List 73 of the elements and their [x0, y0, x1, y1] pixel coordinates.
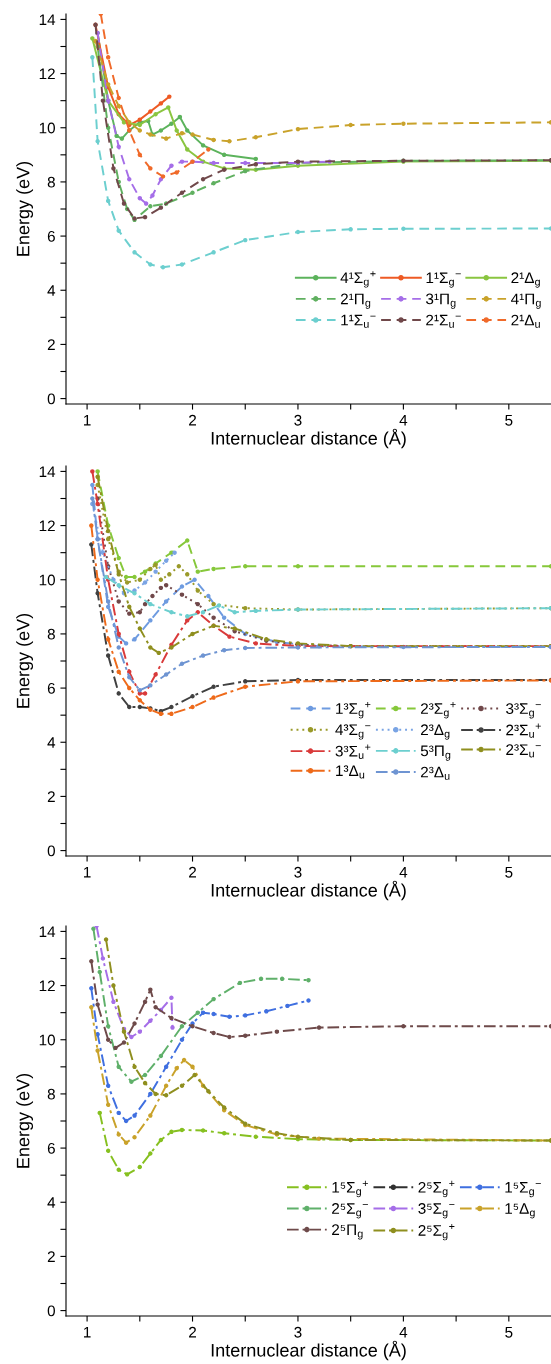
legend-label: 4¹Σ$_{g}$$^{+}$ [340, 271, 376, 288]
x-tick-label: 5 [505, 1326, 513, 1338]
y-tick-label: 6 [47, 682, 55, 694]
legend-label: 4¹Π$_{g}$ [511, 293, 541, 309]
y-tick-label: 0 [47, 845, 55, 857]
x-tick-label: 3 [294, 866, 302, 878]
y-axis-title: Energy (eV) [16, 161, 34, 256]
legend-label: 1⁵Δ$_{g}$ [505, 1203, 535, 1219]
y-tick-label: 4 [47, 737, 56, 748]
legend-label: 4³Σ$_{g}$$^{−}$ [335, 724, 371, 740]
x-tick-label: 2 [189, 866, 196, 878]
y-tick-label: 6 [47, 1142, 55, 1154]
legend-label: 1³Σ$_{g}$$^{+}$ [336, 701, 371, 719]
y-tick-label: 14 [39, 926, 56, 937]
legend-label: 1⁵Σ$_{g}$$^{−}$ [505, 1182, 541, 1198]
x-tick-label: 5 [505, 866, 513, 878]
y-tick-label: 10 [39, 1034, 55, 1046]
legend-label: 2³Δ$_{g}$ [420, 724, 450, 740]
x-tick-label: 4 [399, 414, 408, 426]
x-axis-title: Internuclear distance (Å) [211, 428, 406, 449]
x-tick-label: 1 [84, 866, 91, 878]
x-tick-label: 1 [84, 1326, 91, 1338]
legend-label: 2¹Δ$_{u}$ [511, 314, 540, 328]
legend-label: 3³Σ$_{u}$$^{+}$ [335, 744, 371, 759]
legend-label: 2³Σ$_{u}$$^{−}$ [506, 744, 541, 758]
y-tick-label: 2 [47, 791, 55, 802]
x-tick-label: 4 [399, 866, 408, 878]
legend-label: 3³Σ$_{g}$$^{−}$ [506, 703, 541, 719]
legend-label: 3⁵Σ$_{g}$$^{−}$ [418, 1203, 455, 1219]
legend-label: 2³Σ$_{g}$$^{+}$ [420, 701, 456, 719]
legend-label: 1⁵Σ$_{g}$$^{+}$ [332, 1180, 368, 1198]
y-axis-title: Energy (eV) [16, 613, 34, 708]
x-tick-label: 2 [189, 1326, 196, 1338]
legend-label: 1¹Σ$_{g}$$^{−}$ [426, 272, 461, 288]
y-tick-label: 8 [47, 1088, 55, 1100]
y-tick-label: 12 [39, 520, 55, 532]
legend-label: 2⁵Σ$_{g}$$^{+}$ [418, 1180, 455, 1198]
y-tick-label: 12 [39, 68, 55, 80]
x-axis-title: Internuclear distance (Å) [211, 880, 406, 901]
x-tick-label: 4 [399, 1326, 408, 1338]
y-tick-label: 2 [47, 339, 55, 350]
x-tick-label: 3 [294, 414, 302, 426]
y-tick-label: 0 [47, 393, 55, 405]
legend-label: 3¹Π$_{g}$ [426, 293, 456, 309]
y-tick-label: 4 [47, 285, 56, 296]
y-tick-label: 6 [47, 230, 55, 242]
y-tick-label: 4 [47, 1197, 56, 1208]
y-tick-label: 12 [39, 980, 55, 992]
x-tick-label: 2 [189, 414, 196, 426]
y-tick-label: 14 [39, 466, 56, 477]
y-tick-label: 10 [39, 122, 55, 134]
legend-label: 2¹Σ$_{u}$$^{−}$ [426, 314, 461, 328]
y-tick-label: 8 [47, 628, 55, 640]
legend-label: 2³Σ$_{u}$$^{+}$ [506, 723, 541, 738]
x-tick-label: 1 [84, 414, 91, 426]
y-tick-label: 2 [47, 1251, 55, 1262]
legend-label: 2⁵Π$_{g}$ [332, 1224, 363, 1240]
x-axis-title: Internuclear distance (Å) [211, 1340, 406, 1361]
y-axis-title: Energy (eV) [16, 1073, 34, 1168]
y-tick-label: 14 [39, 14, 56, 25]
legend-label: 5³Π$_{g}$ [420, 745, 451, 761]
y-tick-label: 8 [47, 176, 55, 188]
y-tick-label: 10 [39, 574, 55, 586]
legend-label: 2¹Π$_{g}$ [340, 293, 371, 309]
legend-label: 2⁵Σ$_{g}$$^{−}$ [332, 1203, 368, 1219]
x-tick-label: 5 [505, 414, 513, 426]
legend-label: 1¹Σ$_{u}$$^{−}$ [341, 314, 376, 328]
legend-label: 2⁵Σ$_{g}$$^{+}$ [418, 1223, 455, 1241]
y-tick-label: 0 [47, 1305, 55, 1317]
legend-label: 1³Δ$_{u}$ [336, 765, 365, 779]
legend-label: 2¹Δ$_{g}$ [511, 272, 540, 288]
legend-label: 2³Δ$_{u}$ [420, 766, 450, 780]
x-tick-label: 3 [294, 1326, 302, 1338]
